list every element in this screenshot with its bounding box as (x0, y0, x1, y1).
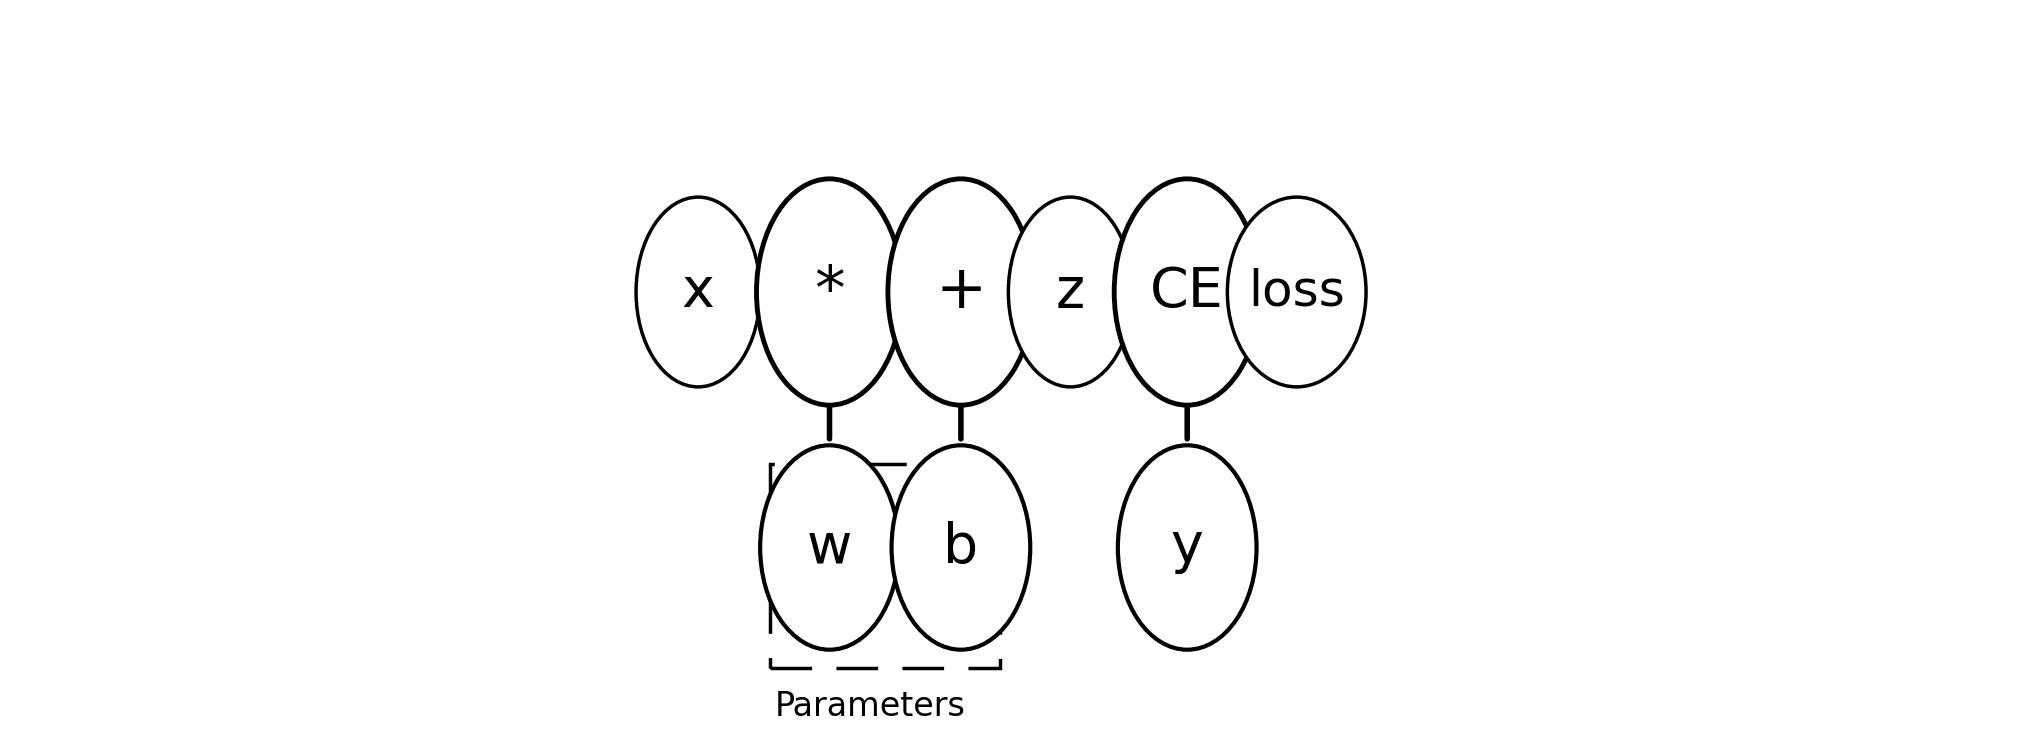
Ellipse shape (890, 445, 1030, 650)
Ellipse shape (1007, 197, 1133, 387)
Ellipse shape (761, 445, 898, 650)
Ellipse shape (888, 179, 1034, 405)
Ellipse shape (757, 179, 902, 405)
Ellipse shape (1113, 179, 1260, 405)
Ellipse shape (635, 197, 761, 387)
Text: y: y (1169, 520, 1204, 575)
Text: x: x (682, 265, 714, 319)
Text: b: b (943, 520, 977, 575)
Text: *: * (813, 263, 844, 321)
Bar (769, 464, 999, 668)
Text: CE: CE (1149, 265, 1224, 319)
Ellipse shape (1226, 197, 1366, 387)
Ellipse shape (1117, 445, 1256, 650)
Text: z: z (1056, 265, 1084, 319)
Text: loss: loss (1248, 268, 1345, 316)
Text: +: + (935, 263, 985, 321)
Text: w: w (807, 520, 852, 575)
Text: Parameters: Parameters (775, 690, 965, 723)
